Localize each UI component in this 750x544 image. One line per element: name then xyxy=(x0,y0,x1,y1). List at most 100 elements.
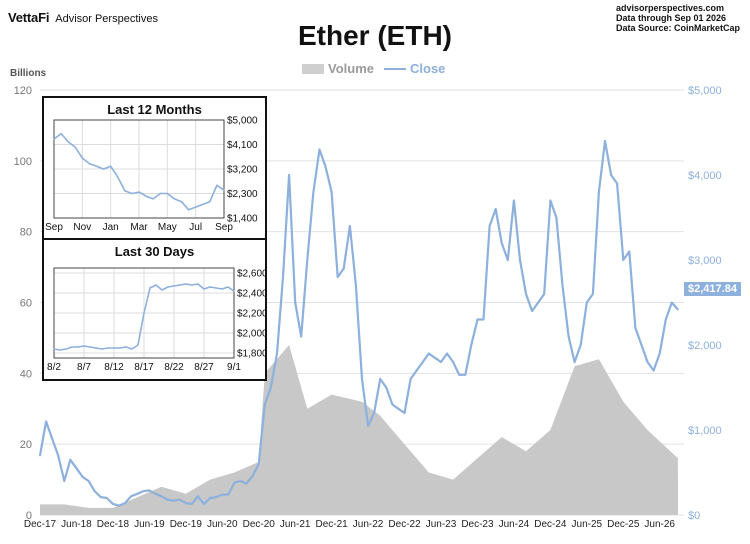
inset-close-point xyxy=(161,289,163,291)
inset-close-point xyxy=(167,286,169,288)
x-tick-label: Dec-24 xyxy=(534,519,567,530)
inset-close-point xyxy=(83,345,85,347)
inset-close-point xyxy=(152,198,154,200)
y-right-tick-label: $3,000 xyxy=(688,255,722,267)
inset-close-point xyxy=(113,347,115,349)
close-point xyxy=(555,216,558,219)
close-point xyxy=(500,242,503,244)
inset-close-point xyxy=(227,286,229,288)
close-point xyxy=(585,301,588,304)
volume-area xyxy=(40,345,678,515)
inset-close-point xyxy=(117,176,119,178)
inset-y-tick-label: $2,000 xyxy=(237,329,265,340)
x-tick-label: Jun-25 xyxy=(572,519,603,530)
close-point xyxy=(282,276,284,278)
inset-close-point xyxy=(202,203,204,206)
close-point xyxy=(664,318,667,321)
inset-x-tick-label: 8/2 xyxy=(47,362,61,373)
inset-close-point xyxy=(137,344,139,346)
x-tick-label: Dec-23 xyxy=(461,519,494,530)
inset-close-point xyxy=(65,348,67,350)
x-tick-label: Jun-22 xyxy=(353,519,384,530)
inset-y-tick-label: $2,300 xyxy=(227,189,258,200)
y-left-tick-label: 100 xyxy=(14,156,32,168)
x-tick-label: Jun-26 xyxy=(644,519,675,530)
close-point xyxy=(628,250,631,253)
close-point xyxy=(476,318,479,321)
inset-close-point xyxy=(143,312,145,314)
inset-close-point xyxy=(74,146,76,148)
close-point xyxy=(604,140,606,142)
inset-x-tick-label: 9/1 xyxy=(227,362,241,373)
inset-close-point xyxy=(155,284,157,286)
close-point xyxy=(464,373,467,376)
inset-x-tick-label: 8/12 xyxy=(104,362,124,373)
close-point xyxy=(172,499,175,502)
close-point xyxy=(652,369,655,372)
inset-last-12-months: Last 12 Months $1,400 $2,300 $3,200 $4,100 $… xyxy=(42,96,267,240)
inset-x-tick-label: Sep xyxy=(45,222,63,233)
close-point xyxy=(148,489,151,492)
close-point xyxy=(616,182,618,185)
close-point xyxy=(105,497,108,499)
inset-plot-frame xyxy=(53,119,225,219)
inset-close-point xyxy=(209,201,211,203)
inset-close-point xyxy=(81,157,83,159)
close-point xyxy=(160,495,163,498)
y-left-tick-label: 0 xyxy=(26,510,32,522)
close-point xyxy=(634,327,637,329)
close-point xyxy=(598,191,600,193)
inset-close-point xyxy=(71,346,73,348)
inset-close-point xyxy=(107,347,109,349)
close-point xyxy=(421,361,424,363)
inset-close-point xyxy=(53,138,55,140)
data-source: Data Source: CoinMarketCap xyxy=(615,23,740,33)
close-point xyxy=(336,276,339,278)
inset-close-point xyxy=(95,165,98,167)
inset-x-tick-label: Sep xyxy=(215,222,233,233)
inset-close-point xyxy=(221,288,223,290)
site-url: advisorperspectives.com xyxy=(615,3,725,13)
close-point xyxy=(349,225,351,227)
inset-close-point xyxy=(173,285,175,287)
close-point xyxy=(269,386,272,389)
x-tick-label: Dec-22 xyxy=(388,519,421,530)
inset-y-tick-label: $1,800 xyxy=(237,349,265,360)
close-point xyxy=(579,344,582,346)
y-right-tick-label: $2,000 xyxy=(688,340,722,352)
inset-close-point xyxy=(216,184,218,186)
close-point xyxy=(677,308,679,311)
close-point xyxy=(646,361,649,363)
inset-close-point xyxy=(195,206,197,208)
close-point xyxy=(531,310,533,312)
close-point xyxy=(567,335,570,338)
legend: Volume Close xyxy=(302,61,445,76)
close-point xyxy=(318,148,321,151)
close-point xyxy=(494,208,497,210)
close-point xyxy=(178,498,181,501)
inset-close-point xyxy=(159,192,161,195)
close-point xyxy=(245,482,248,485)
close-point xyxy=(215,496,218,498)
close-point xyxy=(537,301,540,304)
legend-volume-swatch xyxy=(302,63,324,74)
inset-close-point xyxy=(119,347,121,349)
close-point xyxy=(251,475,254,477)
close-point xyxy=(209,497,212,499)
inset-close-point xyxy=(173,198,176,200)
close-point xyxy=(543,293,546,295)
inset-x-tick-label: Jul xyxy=(189,222,202,233)
close-point xyxy=(324,165,327,168)
legend-close-swatch xyxy=(384,67,406,70)
close-point xyxy=(306,259,309,261)
inset-close-point xyxy=(197,283,199,285)
close-point xyxy=(573,361,576,363)
close-point xyxy=(610,174,612,176)
inset-x-tick-label: 8/22 xyxy=(164,362,184,373)
x-tick-label: Dec-21 xyxy=(316,519,349,530)
close-point xyxy=(87,480,90,482)
close-point xyxy=(397,407,400,410)
inset-close-point xyxy=(77,346,79,348)
close-point xyxy=(415,369,418,372)
inset-close-point xyxy=(67,141,69,143)
